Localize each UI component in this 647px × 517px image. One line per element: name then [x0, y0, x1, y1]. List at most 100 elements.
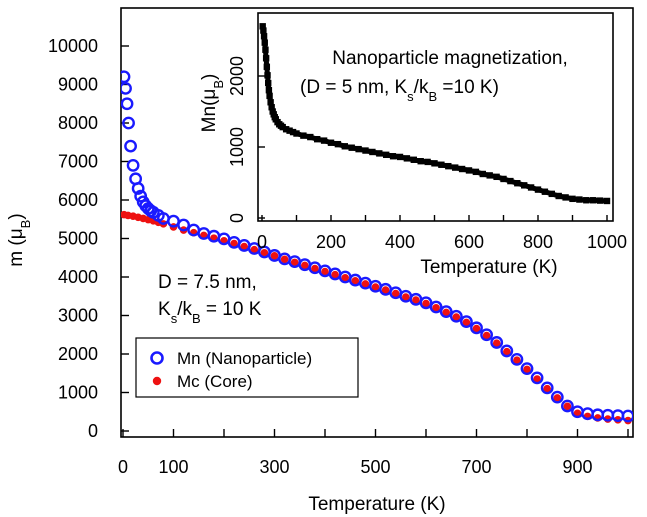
mc-core-point: [371, 283, 380, 291]
main-x-axis: 0 100 300 500 700 900: [118, 429, 629, 477]
inset-point: [534, 186, 542, 193]
inset-point: [541, 188, 549, 195]
legend-box: [135, 337, 359, 398]
mc-core-point: [381, 286, 390, 294]
inset-point: [260, 33, 268, 40]
main-y-tick-label: 8000: [58, 113, 98, 133]
mc-core-point: [523, 365, 531, 374]
mn-nanoparticle-point: [550, 390, 564, 404]
inset-point: [500, 175, 507, 183]
inset-point: [396, 153, 404, 161]
inset-point: [403, 155, 411, 162]
main-y-axis-title: m (μB): [6, 213, 33, 266]
mn-nanoparticle-point: [520, 362, 534, 376]
mc-core-point: [361, 280, 370, 288]
mc-core-point: [563, 402, 572, 411]
inset-point: [376, 150, 383, 157]
main-y-tick-label: 2000: [58, 344, 98, 364]
mc-core-point: [230, 239, 238, 248]
inset-point: [493, 173, 500, 181]
inset-y-tick-label: 1000: [227, 127, 247, 167]
inset-point: [583, 197, 590, 204]
inset-point: [268, 104, 275, 111]
mn-nanoparticle-point: [480, 328, 493, 342]
mn-nanoparticle-point: [177, 218, 191, 232]
inset-point: [300, 132, 307, 139]
main-x-tick-label: 0: [118, 457, 128, 477]
mc-core-point: [412, 296, 420, 304]
inset-x-tick-label: 1000: [587, 232, 627, 252]
inset-point: [282, 126, 290, 133]
main-x-tick-label: 700: [461, 457, 491, 477]
inset-x-tick-label: 200: [316, 232, 346, 252]
mn-nanoparticle-point: [121, 81, 132, 95]
mc-core-point: [301, 261, 309, 270]
mc-core-point: [462, 318, 471, 327]
inset-point: [265, 87, 273, 94]
main-y-tick-label: 0: [88, 421, 98, 441]
inset-point: [263, 63, 271, 70]
legend-label-mn: Mn (Nanoparticle): [177, 349, 312, 368]
legend-marker-mc: [152, 376, 162, 386]
inset-point: [262, 55, 270, 62]
main-x-tick-label: 900: [562, 457, 592, 477]
mn-nanoparticle-point: [124, 139, 137, 153]
main-x-tick-label: 100: [158, 457, 188, 477]
main-y-tick-label: 4000: [58, 267, 98, 287]
inset-point: [383, 151, 390, 159]
mc-core-point: [250, 245, 259, 254]
inset-point: [479, 170, 486, 178]
mn-nanoparticle-point: [490, 336, 504, 349]
main-y-tick-label: 3000: [58, 306, 98, 326]
mc-core-point: [472, 324, 481, 333]
inset-point: [445, 162, 452, 170]
inset-point: [327, 139, 335, 146]
main-annotation-line1: D = 7.5 nm,: [158, 272, 257, 293]
inset-point: [596, 197, 604, 204]
inset-x-tick-label: 600: [454, 232, 484, 252]
inset-point: [266, 92, 273, 100]
inset-point: [314, 135, 321, 143]
mc-core-point: [240, 242, 248, 251]
inset-point: [548, 190, 555, 198]
legend: Mn (Nanoparticle) Mc (Core): [135, 337, 359, 398]
mn-nanoparticle-point: [121, 97, 134, 111]
inset-point: [410, 156, 417, 163]
mc-core-point: [503, 347, 511, 356]
mc-core-point: [280, 255, 289, 264]
inset-point: [289, 128, 297, 136]
mn-nanoparticle-point: [459, 315, 473, 329]
mn-nanoparticle-point: [621, 409, 633, 423]
main-x-tick-label: 500: [360, 457, 390, 477]
inset-point: [389, 153, 397, 160]
mc-core-point: [341, 273, 350, 282]
main-y-tick-label: 9000: [58, 75, 98, 95]
inset-point: [521, 182, 528, 189]
inset-point: [279, 123, 286, 131]
inset-y-axis: 0 1000 2000: [227, 56, 265, 223]
inset-point: [341, 143, 348, 150]
inset-point: [424, 158, 431, 166]
mc-core-point: [573, 409, 582, 418]
mc-core-point: [553, 394, 562, 402]
mn-nanoparticle-point: [449, 309, 463, 323]
legend-marker-mn: [150, 351, 164, 365]
mn-nanoparticle-point: [500, 344, 514, 358]
mc-core-point: [492, 339, 501, 348]
main-plot-area: [121, 70, 633, 425]
inset-point: [569, 195, 576, 203]
mc-core-point: [331, 270, 339, 279]
main-y-tick-label: 1000: [58, 383, 98, 403]
mn-nanoparticle-point: [510, 352, 524, 366]
legend-label-mc: Mc (Core): [177, 372, 253, 391]
inset-point: [261, 39, 268, 46]
mc-core-point: [432, 304, 440, 312]
inset-point: [320, 137, 328, 144]
mc-core-point: [442, 308, 451, 317]
mn-nanoparticle-point: [439, 305, 453, 319]
inset-point: [307, 133, 314, 141]
inset-x-axis: 0 200 400 600 800 1000: [257, 215, 627, 252]
main-x-axis-title: Temperature (K): [308, 494, 445, 515]
mn-nanoparticle-point: [122, 116, 135, 130]
